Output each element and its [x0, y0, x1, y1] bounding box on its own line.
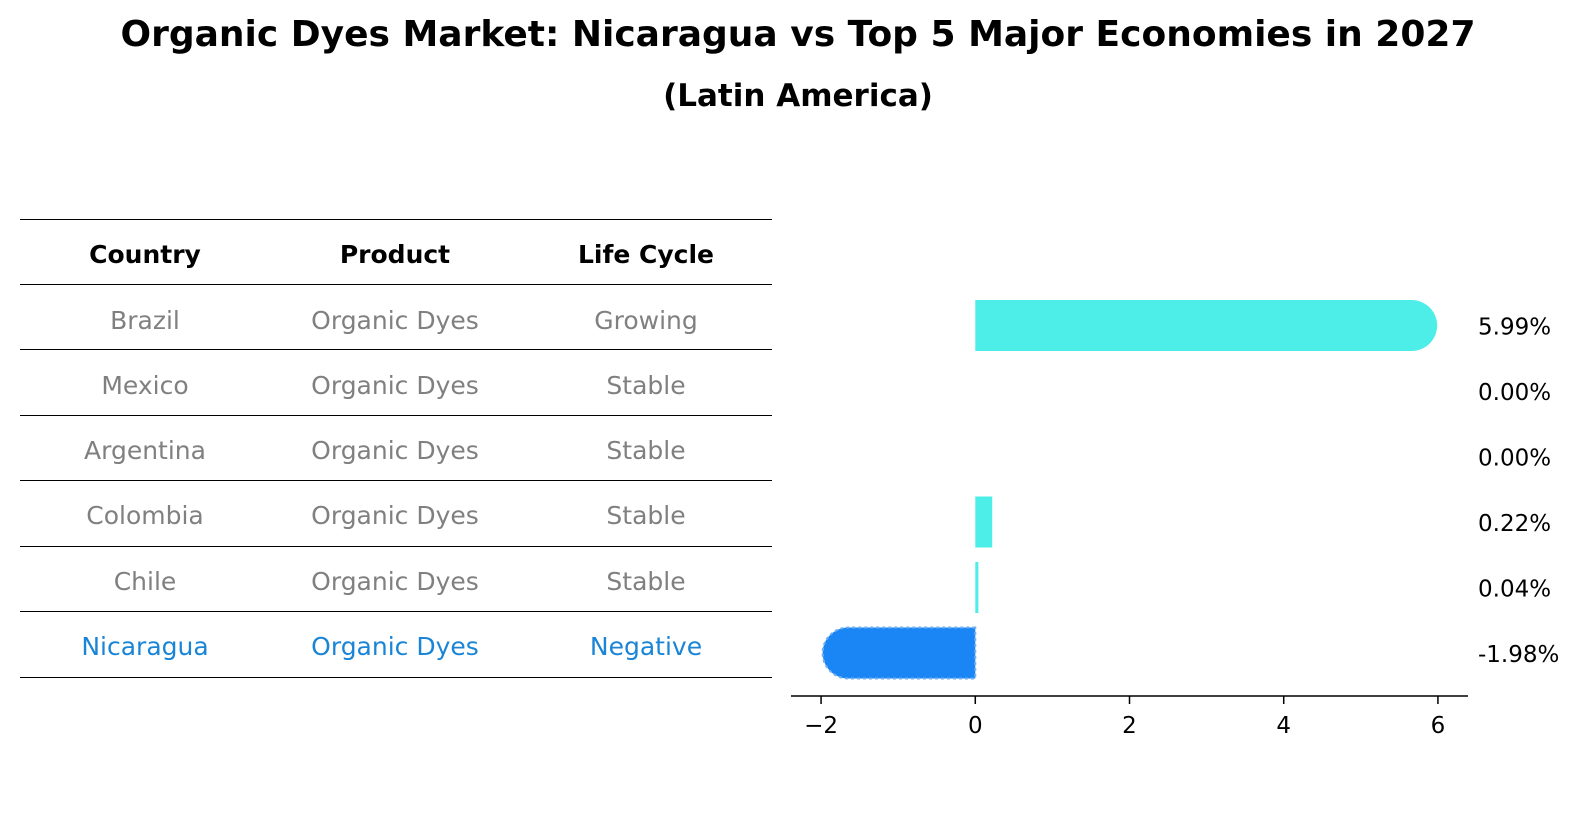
table-rule [20, 349, 772, 351]
table-cell-product: Organic Dyes [311, 306, 479, 335]
table-cell-life-cycle: Stable [606, 371, 686, 400]
table-cell-product: Organic Dyes [311, 501, 479, 530]
data-label: 0.00% [1478, 446, 1551, 472]
table-cell-life-cycle: Stable [606, 567, 686, 596]
table-cell-country: Brazil [110, 306, 180, 335]
table-rule [20, 284, 772, 286]
table-cell-country: Argentina [84, 436, 206, 465]
chart-title: Organic Dyes Market: Nicaragua vs Top 5 … [120, 14, 1476, 55]
data-label: 0.00% [1478, 380, 1551, 406]
table-rule [20, 219, 772, 221]
table-cell-country: Mexico [101, 371, 189, 400]
bar-highlight [821, 626, 977, 680]
table-cell-life-cycle: Stable [606, 436, 686, 465]
table-cell-product: Organic Dyes [311, 371, 479, 400]
bar [975, 562, 979, 613]
table-cell-product: Organic Dyes [311, 567, 479, 596]
x-tick-label: −2 [804, 713, 838, 739]
bar [975, 300, 1438, 351]
data-label: -1.98% [1478, 642, 1559, 668]
x-tick-label: 2 [1122, 713, 1137, 739]
table-rule [20, 611, 772, 613]
table-cell-country: Chile [113, 567, 177, 596]
table-cell-product-highlight: Organic Dyes [311, 632, 479, 661]
bar [975, 496, 993, 548]
table-cell-life-cycle: Stable [606, 501, 686, 530]
table-cell-life-cycle-highlight: Negative [589, 632, 703, 661]
table-rule [20, 415, 772, 417]
header-product: Product [339, 240, 451, 269]
table-rule [20, 677, 772, 679]
header-life-cycle: Life Cycle [577, 240, 715, 269]
header-country: Country [89, 240, 201, 269]
table-cell-country-highlight: Nicaragua [81, 632, 209, 661]
x-tick-label: 6 [1431, 713, 1446, 739]
x-tick-label: 0 [968, 713, 983, 739]
table-cell-product: Organic Dyes [311, 436, 479, 465]
table-cell-country: Colombia [86, 501, 204, 530]
table-rule [20, 546, 772, 548]
chart-subtitle: (Latin America) [663, 78, 933, 114]
x-tick-label: 4 [1276, 713, 1291, 739]
data-label: 0.22% [1478, 511, 1551, 537]
data-label: 0.04% [1478, 577, 1551, 603]
table-cell-life-cycle: Growing [594, 306, 698, 335]
data-label: 5.99% [1478, 315, 1551, 341]
table-rule [20, 480, 772, 482]
